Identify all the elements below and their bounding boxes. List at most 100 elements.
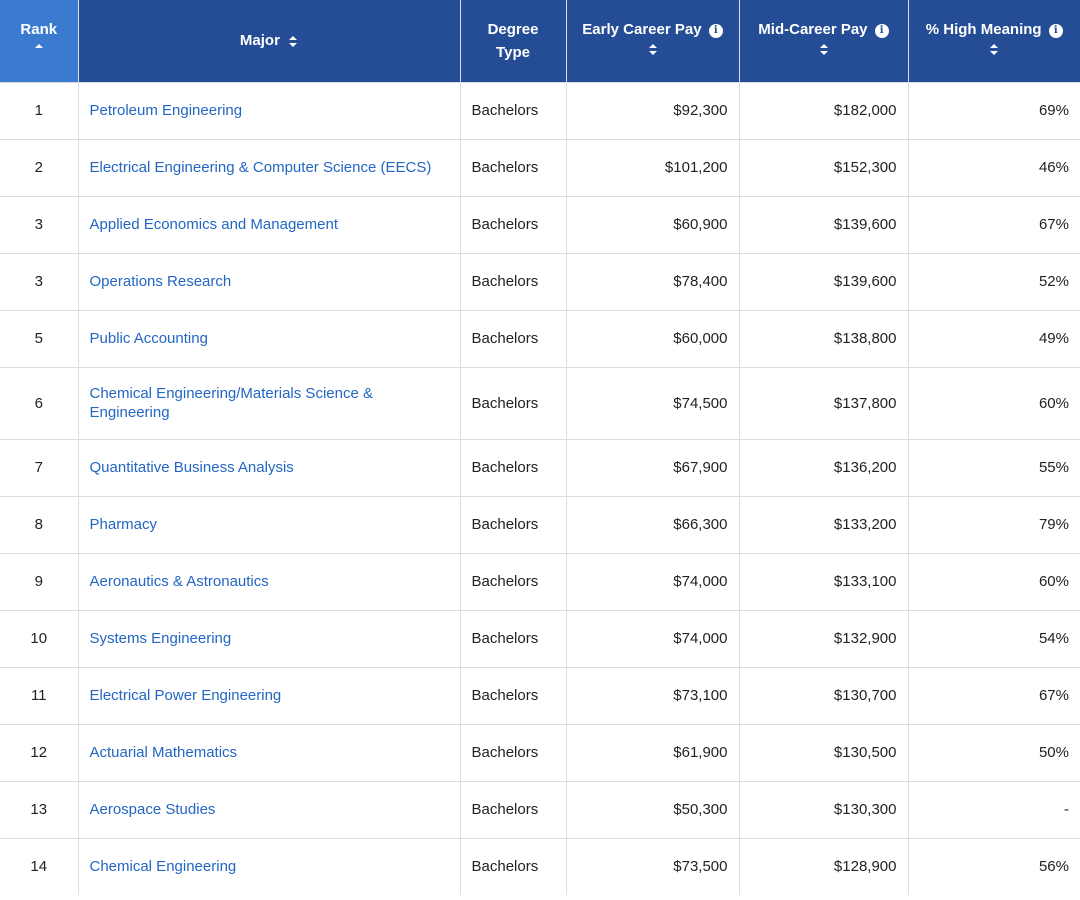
early-pay-cell: $61,900	[565, 723, 739, 781]
mid-pay-cell: $128,900	[738, 837, 908, 895]
rank-cell: 10	[0, 609, 78, 667]
major-link[interactable]: Petroleum Engineering	[89, 102, 243, 119]
major-link[interactable]: Electrical Engineering & Computer Scienc…	[89, 159, 432, 176]
early-pay-cell: $73,100	[565, 666, 739, 724]
degree-cell: Bachelors	[459, 366, 566, 439]
table-row: 11 Electrical Power Engineering Bachelor…	[0, 666, 1080, 724]
degree-cell: Bachelors	[459, 837, 566, 895]
sort-icon	[288, 35, 298, 48]
mid-pay-cell: $139,600	[738, 195, 908, 253]
table-row: 8 Pharmacy Bachelors $66,300 $133,200 79…	[0, 495, 1080, 553]
sort-ascending-icon	[34, 43, 44, 49]
sort-icon	[648, 43, 658, 56]
major-link[interactable]: Applied Economics and Management	[89, 216, 338, 233]
early-career-pay-column-header[interactable]: Early Career Pay i	[565, 0, 739, 82]
rank-cell: 9	[0, 552, 78, 610]
table-row: 5 Public Accounting Bachelors $60,000 $1…	[0, 309, 1080, 367]
mid-pay-cell: $130,700	[738, 666, 908, 724]
early-career-header-label: Early Career Pay	[582, 21, 702, 38]
rank-cell: 13	[0, 780, 78, 838]
mid-career-pay-column-header[interactable]: Mid-Career Pay i	[738, 0, 908, 82]
table-row: 13 Aerospace Studies Bachelors $50,300 $…	[0, 780, 1080, 838]
high-meaning-cell: 56%	[907, 837, 1080, 895]
high-meaning-header-label: % High Meaning	[925, 21, 1042, 38]
high-meaning-cell: 79%	[907, 495, 1080, 553]
major-link[interactable]: Chemical Engineering	[89, 858, 237, 876]
header-row: Rank Major Degree Type Early Career Pay …	[0, 0, 1080, 82]
mid-pay-cell: $137,800	[738, 366, 908, 439]
degree-cell: Bachelors	[459, 252, 566, 310]
degree-cell: Bachelors	[459, 666, 566, 724]
major-link[interactable]: Quantitative Business Analysis	[89, 459, 294, 476]
rank-cell: 14	[0, 837, 78, 895]
table-row: 6 Chemical Engineering/Materials Science…	[0, 366, 1080, 439]
degree-header-label-line1: Degree	[487, 20, 539, 38]
table-row: 10 Systems Engineering Bachelors $74,000…	[0, 609, 1080, 667]
high-meaning-cell: 46%	[907, 138, 1080, 196]
major-link[interactable]: Pharmacy	[89, 516, 158, 533]
early-pay-cell: $73,500	[565, 837, 739, 895]
rank-column-header[interactable]: Rank	[0, 0, 78, 82]
high-meaning-cell: -	[907, 780, 1080, 838]
early-pay-cell: $74,500	[565, 366, 739, 439]
major-link[interactable]: Operations Research	[89, 273, 232, 290]
degree-cell: Bachelors	[459, 195, 566, 253]
degree-cell: Bachelors	[459, 723, 566, 781]
rank-cell: 7	[0, 438, 78, 496]
early-pay-cell: $74,000	[565, 609, 739, 667]
rank-cell: 5	[0, 309, 78, 367]
table-row: 1 Petroleum Engineering Bachelors $92,30…	[0, 81, 1080, 139]
mid-pay-cell: $130,300	[738, 780, 908, 838]
degree-cell: Bachelors	[459, 552, 566, 610]
table-row: 12 Actuarial Mathematics Bachelors $61,9…	[0, 723, 1080, 781]
degree-type-column-header[interactable]: Degree Type	[459, 0, 566, 82]
major-link[interactable]: Chemical Engineering/Materials Science &…	[89, 385, 373, 421]
sort-icon	[819, 43, 829, 56]
mid-pay-cell: $130,500	[738, 723, 908, 781]
table-row: 9 Aeronautics & Astronautics Bachelors $…	[0, 552, 1080, 610]
info-icon[interactable]: i	[708, 24, 723, 38]
info-icon[interactable]: i	[874, 24, 889, 38]
high-meaning-cell: 60%	[907, 552, 1080, 610]
major-link[interactable]: Actuarial Mathematics	[89, 744, 238, 761]
mid-pay-cell: $133,200	[738, 495, 908, 553]
early-pay-cell: $92,300	[565, 81, 739, 139]
major-link[interactable]: Public Accounting	[89, 330, 208, 347]
rank-header-label: Rank	[20, 21, 58, 38]
high-meaning-cell: 50%	[907, 723, 1080, 781]
info-icon[interactable]: i	[1048, 24, 1063, 38]
mid-pay-cell: $152,300	[738, 138, 908, 196]
early-pay-cell: $50,300	[565, 780, 739, 838]
rank-cell: 2	[0, 138, 78, 196]
degree-cell: Bachelors	[459, 309, 566, 367]
rank-cell: 1	[0, 81, 78, 139]
high-meaning-cell: 67%	[907, 666, 1080, 724]
table-row: 2 Electrical Engineering & Computer Scie…	[0, 138, 1080, 196]
degree-cell: Bachelors	[459, 609, 566, 667]
major-header-label: Major	[239, 32, 280, 50]
rank-cell: 8	[0, 495, 78, 553]
major-link[interactable]: Aeronautics & Astronautics	[89, 573, 269, 590]
rank-cell: 11	[0, 666, 78, 724]
sort-icon	[989, 43, 999, 56]
mid-pay-cell: $132,900	[738, 609, 908, 667]
major-column-header[interactable]: Major	[77, 0, 460, 82]
table-header: Rank Major Degree Type Early Career Pay …	[0, 0, 1080, 82]
major-link[interactable]: Electrical Power Engineering	[89, 687, 282, 704]
mid-pay-cell: $136,200	[738, 438, 908, 496]
mid-pay-cell: $133,100	[738, 552, 908, 610]
rank-cell: 3	[0, 252, 78, 310]
rank-cell: 3	[0, 195, 78, 253]
mid-pay-cell: $138,800	[738, 309, 908, 367]
mid-career-header-label: Mid-Career Pay	[758, 21, 868, 38]
table-row: 7 Quantitative Business Analysis Bachelo…	[0, 438, 1080, 496]
high-meaning-cell: 67%	[907, 195, 1080, 253]
high-meaning-cell: 69%	[907, 81, 1080, 139]
degree-cell: Bachelors	[459, 438, 566, 496]
early-pay-cell: $74,000	[565, 552, 739, 610]
high-meaning-column-header[interactable]: % High Meaning i	[907, 0, 1080, 82]
major-link[interactable]: Aerospace Studies	[89, 801, 216, 818]
rank-cell: 12	[0, 723, 78, 781]
major-link[interactable]: Systems Engineering	[89, 630, 232, 647]
